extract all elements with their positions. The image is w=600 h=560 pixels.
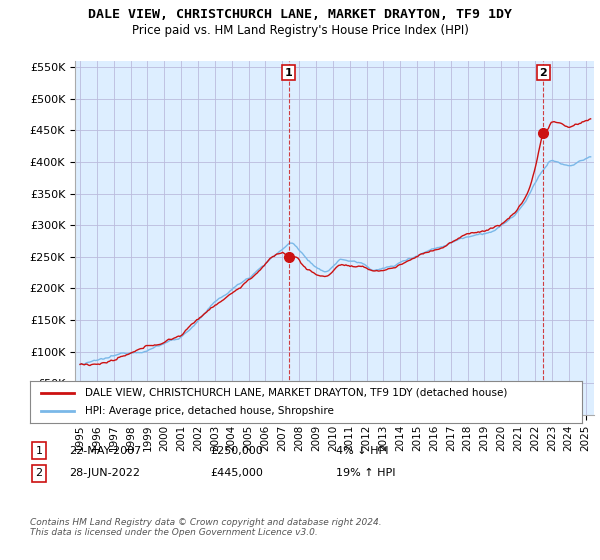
Text: 2: 2 [539,68,547,78]
Text: 2: 2 [35,468,43,478]
Text: 19% ↑ HPI: 19% ↑ HPI [336,468,395,478]
Text: HPI: Average price, detached house, Shropshire: HPI: Average price, detached house, Shro… [85,406,334,416]
Text: £250,000: £250,000 [210,446,263,456]
Text: 22-MAY-2007: 22-MAY-2007 [69,446,141,456]
Text: DALE VIEW, CHRISTCHURCH LANE, MARKET DRAYTON, TF9 1DY (detached house): DALE VIEW, CHRISTCHURCH LANE, MARKET DRA… [85,388,508,398]
Text: £445,000: £445,000 [210,468,263,478]
Text: 1: 1 [285,68,293,78]
Text: Contains HM Land Registry data © Crown copyright and database right 2024.
This d: Contains HM Land Registry data © Crown c… [30,518,382,538]
Text: 1: 1 [35,446,43,456]
Text: 28-JUN-2022: 28-JUN-2022 [69,468,140,478]
Text: DALE VIEW, CHRISTCHURCH LANE, MARKET DRAYTON, TF9 1DY: DALE VIEW, CHRISTCHURCH LANE, MARKET DRA… [88,8,512,21]
Text: 4% ↓ HPI: 4% ↓ HPI [336,446,389,456]
Text: Price paid vs. HM Land Registry's House Price Index (HPI): Price paid vs. HM Land Registry's House … [131,24,469,37]
